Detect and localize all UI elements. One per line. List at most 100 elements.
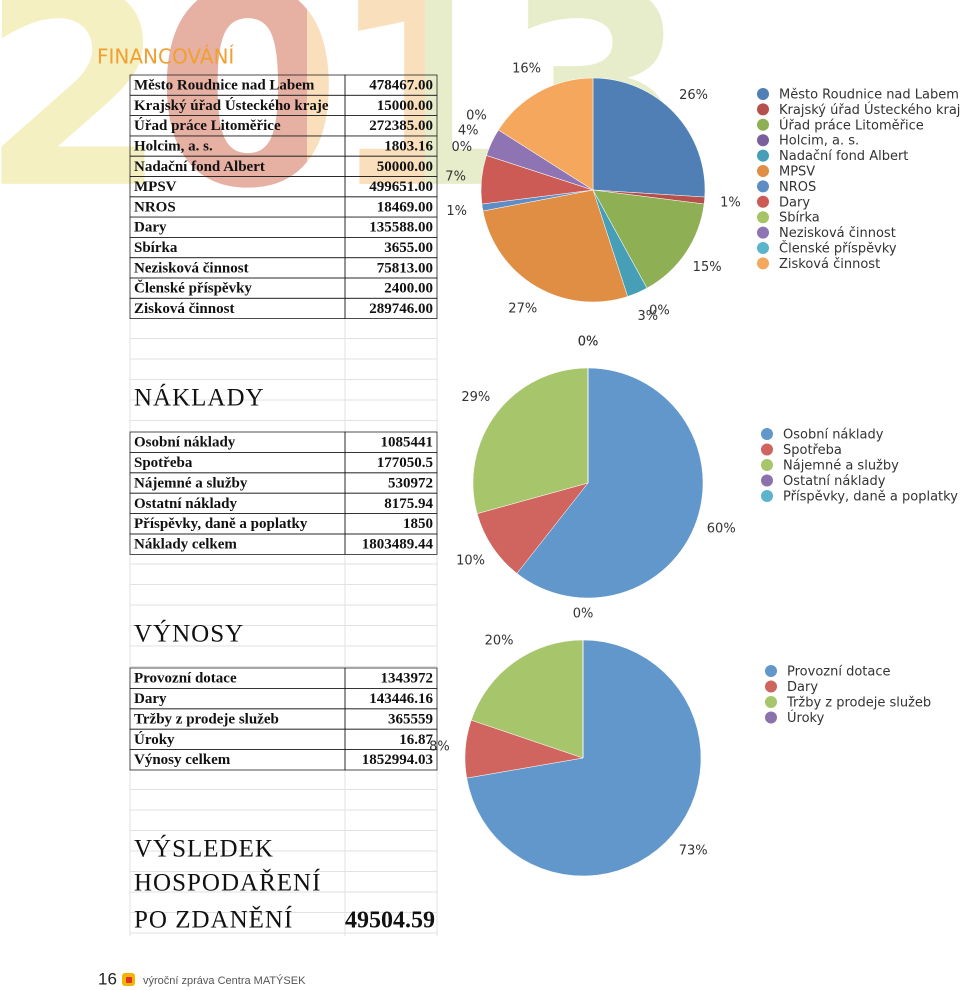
row-label: Nezisková činnost <box>134 260 249 276</box>
legend-marker <box>765 696 777 708</box>
legend-marker <box>765 665 777 677</box>
pie-slice <box>498 77 594 191</box>
legend-marker <box>757 242 769 254</box>
legend-marker <box>765 680 777 693</box>
legend-marker <box>761 428 773 440</box>
table-bg <box>130 668 437 770</box>
slice-label: 29% <box>461 390 490 405</box>
row-value: 289746.00 <box>369 301 433 317</box>
row-label: Dary <box>134 691 167 707</box>
section-title: NÁKLADY <box>134 384 265 412</box>
legend-label: Nájemné a služby <box>783 459 899 474</box>
legend-label: Příspěvky, daně a poplatky <box>783 490 958 505</box>
row-label: Nájemné a služby <box>134 475 248 491</box>
row-value: 135588.00 <box>369 220 433 236</box>
row-label: Osobní náklady <box>134 435 236 451</box>
row-label: Výnosy celkem <box>134 752 231 768</box>
legend-label: Úroky <box>787 710 825 726</box>
row-label: NROS <box>134 199 176 215</box>
row-value: 1803489.44 <box>362 537 434 553</box>
page-number: 16 <box>98 969 117 988</box>
slice-label: 0% <box>451 140 472 155</box>
legend-marker <box>757 226 769 239</box>
legend-label: Členské příspěvky <box>779 241 897 257</box>
row-value: 1343972 <box>381 671 434 687</box>
legend-marker <box>757 149 769 162</box>
legend-label: Nadační fond Albert <box>779 149 908 164</box>
row-label: Příspěvky, daně a poplatky <box>134 516 308 532</box>
legend-label: Úřad práce Litoměřice <box>779 117 924 133</box>
slice-label: 20% <box>485 633 514 648</box>
legend-label: Dary <box>779 195 810 210</box>
slice-label: 0% <box>578 335 599 350</box>
row-label: MPSV <box>134 179 177 195</box>
slice-label: 0% <box>573 607 594 622</box>
section-title: FINANCOVÁNÍ <box>97 45 234 69</box>
row-value: 177050.5 <box>377 455 433 471</box>
row-label: Provozní dotace <box>134 671 237 687</box>
pie-slice <box>592 189 705 289</box>
slice-label: 7% <box>445 170 466 185</box>
legend-marker <box>757 180 769 193</box>
legend-label: MPSV <box>779 165 815 180</box>
row-value: 1850 <box>403 516 433 532</box>
logo <box>126 977 132 983</box>
row-value: 16.87 <box>399 732 433 748</box>
legend-marker <box>757 134 769 147</box>
pie-slice <box>476 482 589 574</box>
row-label: Úroky <box>134 731 175 748</box>
legend-marker <box>765 711 777 724</box>
legend-label: Krajský úřad Ústeckého kraje <box>779 102 960 118</box>
row-value: 1085441 <box>381 435 434 451</box>
result-title: VÝSLEDEK <box>134 835 274 863</box>
legend-label: Holcim, a. s. <box>779 134 859 149</box>
row-value: 8175.94 <box>384 496 433 512</box>
pie-slice <box>592 77 706 198</box>
pie-slice <box>466 639 702 877</box>
slice-label: 27% <box>508 301 537 316</box>
slice-label: 1% <box>446 204 467 219</box>
row-label: Nadační fond Albert <box>134 159 265 175</box>
row-value: 478467.00 <box>369 78 433 94</box>
legend-marker <box>757 257 769 270</box>
row-label: Dary <box>134 220 167 236</box>
row-value: 3655.00 <box>384 240 433 256</box>
row-label: Zisková činnost <box>134 301 234 317</box>
table-cell <box>344 749 438 771</box>
legend-marker <box>761 443 773 456</box>
row-value: 15000.00 <box>377 98 433 114</box>
row-label: Ostatní náklady <box>134 496 237 512</box>
row-label: Holcim, a. s. <box>134 138 213 154</box>
row-label: Krajský úřad Ústeckého kraje <box>134 97 329 114</box>
legend-marker <box>757 118 769 131</box>
row-value: 1803.16 <box>384 138 433 154</box>
legend-label: Dary <box>787 680 818 695</box>
section-title: VÝNOSY <box>134 620 244 648</box>
row-value: 143446.16 <box>369 691 433 707</box>
row-label: Náklady celkem <box>134 537 237 553</box>
result-title: PO ZDANĚNÍ <box>134 906 293 934</box>
slice-label: 16% <box>512 62 541 77</box>
slice-label: 0% <box>649 303 670 318</box>
slice-label: 3% <box>637 309 658 324</box>
slice-label: 1% <box>720 195 741 210</box>
slice-label: 8% <box>429 739 450 754</box>
legend-label: NROS <box>779 180 816 195</box>
table-cell <box>344 533 438 555</box>
legend-label: Spotřeba <box>783 443 842 458</box>
row-value: 272385.00 <box>369 118 433 134</box>
legend-label: Tržby z prodeje služeb <box>786 696 931 711</box>
row-value: 2400.00 <box>384 281 433 297</box>
pie-slice <box>472 367 589 514</box>
legend-marker <box>757 195 769 208</box>
legend-label: Ostatní náklady <box>783 474 886 489</box>
row-value: 499651.00 <box>369 179 433 195</box>
legend-marker <box>761 474 773 487</box>
row-label: Město Roudnice nad Labem <box>134 78 315 94</box>
slice-label: 73% <box>679 843 708 858</box>
legend-marker <box>761 490 773 502</box>
row-value: 365559 <box>388 711 433 727</box>
legend-label: Město Roudnice nad Labem <box>779 88 959 103</box>
row-value: 75813.00 <box>377 260 433 276</box>
